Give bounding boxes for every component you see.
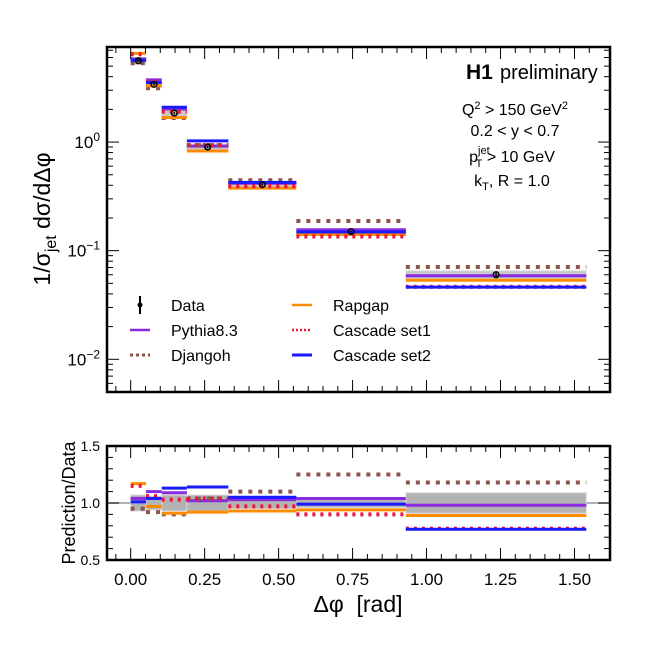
y-tick-label: 10−1 — [67, 239, 100, 261]
cut-y: 0.2 < y < 0.7 — [471, 123, 560, 140]
x-axis-label: Δφ [rad] — [313, 591, 402, 617]
cut-q2: Q2 > 150 GeV2 — [462, 100, 568, 119]
data-point — [347, 227, 355, 236]
legend-entry-pythia: Pythia8.3 — [130, 323, 238, 340]
x-tick-label: 0.50 — [262, 570, 295, 589]
x-tick-label: 0.75 — [336, 570, 369, 589]
cut-algo: kT, R = 1.0 — [474, 173, 550, 193]
cut-pt: pjet T > 10 GeV — [469, 145, 555, 170]
data-point — [170, 109, 178, 117]
legend-entry-rapgap: Rapgap — [292, 298, 389, 315]
ratio-ylabel: Prediction/Data — [59, 440, 79, 564]
ratio-plot-frame — [105, 444, 612, 562]
ratio-panel: 0.5 1.0 1.5 0.00 0.25 0.50 0.75 1.00 1.25 1.50 P… — [59, 438, 612, 617]
x-tick-label: 1.25 — [484, 570, 517, 589]
legend-entry-cascade-set2: Cascade set2 — [292, 348, 431, 365]
svg-text:Djangoh: Djangoh — [171, 348, 231, 365]
y-tick-label: 100 — [74, 130, 100, 152]
x-tick-label: 1.00 — [410, 570, 443, 589]
ylabel-post: dσ/dΔφ — [29, 152, 55, 235]
ratio-y-tick-label: 0.5 — [81, 552, 101, 568]
x-tick-label: 0.25 — [188, 570, 221, 589]
ratio-y-tick-label: 1.5 — [81, 438, 101, 454]
main-plot-frame — [105, 45, 612, 394]
ratio-y-tick-label: 1.0 — [81, 495, 101, 511]
data-point — [492, 271, 500, 279]
svg-text:Pythia8.3: Pythia8.3 — [171, 323, 238, 340]
data-point — [204, 143, 212, 151]
ylabel-sub: jet — [43, 235, 60, 253]
legend-entry-djangoh: Djangoh — [130, 348, 231, 365]
svg-text:Data: Data — [171, 298, 205, 315]
data-point — [134, 57, 142, 65]
ratio-data-uncertainty-band — [405, 492, 587, 514]
data-point — [150, 80, 158, 88]
status-label: preliminary — [500, 62, 598, 84]
main-ylabel: 1/σjet dσ/dΔφ — [29, 152, 60, 285]
legend-entry-cascade-set1: Cascade set1 — [292, 323, 431, 340]
main-panel: 100 10−1 10−2 1/σjet dσ/dΔφ H1 preliminary… — [29, 45, 612, 394]
legend-entry-data: Data — [137, 296, 205, 315]
legend: Data Pythia8.3 Djangoh Rapgap Cascade se… — [130, 296, 431, 365]
svg-text:Rapgap: Rapgap — [333, 298, 389, 315]
x-tick-label: 0.00 — [114, 570, 147, 589]
x-tick-label: 1.50 — [558, 570, 591, 589]
experiment-label: H1 — [466, 61, 493, 84]
svg-text:Cascade set1: Cascade set1 — [333, 323, 431, 340]
ylabel-pre: 1/σ — [29, 252, 55, 285]
data-point — [258, 181, 266, 189]
svg-text:Cascade set2: Cascade set2 — [333, 348, 431, 365]
y-tick-label: 10−2 — [67, 347, 100, 369]
ratio-data-uncertainty-band — [161, 494, 188, 512]
